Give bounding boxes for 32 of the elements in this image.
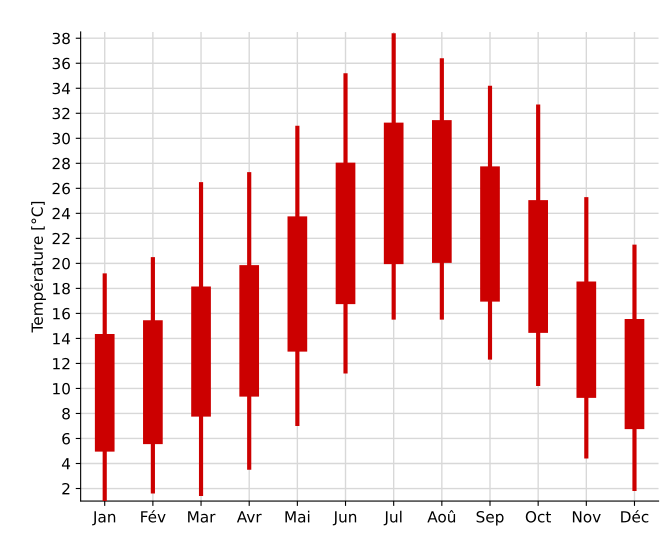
x-tick-label: Déc bbox=[621, 510, 648, 523]
y-tick-label: 4 bbox=[62, 458, 70, 470]
y-tick-label: 22 bbox=[52, 232, 70, 244]
y-tick-label: 32 bbox=[52, 108, 70, 120]
y-tick-label: 14 bbox=[53, 333, 70, 344]
x-tick-label: Mar bbox=[188, 511, 216, 523]
x-tick-label: Oct bbox=[526, 511, 551, 523]
x-tick-label: Sep bbox=[476, 511, 504, 526]
x-tick-label: Jan bbox=[92, 511, 116, 526]
y-tick-label: 2 bbox=[62, 482, 70, 494]
y-tick-label: 10 bbox=[53, 382, 70, 394]
x-tick-label: Aoû bbox=[427, 510, 456, 523]
y-tick-label: 38 bbox=[52, 32, 70, 44]
y-tick-label: 20 bbox=[52, 258, 70, 270]
x-tick-label: Jun bbox=[332, 511, 356, 526]
y-tick-label: 26 bbox=[52, 182, 70, 194]
y-tick-label: 8 bbox=[62, 408, 70, 420]
y-tick-label: 30 bbox=[52, 132, 70, 144]
y-tick-label: 6 bbox=[62, 432, 70, 445]
y-tick-label: 28 bbox=[52, 158, 70, 170]
x-tick-label: Avr bbox=[236, 511, 262, 522]
y-tick-label: 12 bbox=[53, 358, 70, 370]
y-tick-label: 36 bbox=[52, 58, 70, 70]
x-tick-label: Nov bbox=[572, 511, 601, 523]
y-tick-label: 24 bbox=[52, 208, 70, 220]
x-tick-label: Jul bbox=[384, 510, 402, 526]
x-tick-label: Mai bbox=[285, 510, 310, 523]
y-tick-label: 18 bbox=[53, 282, 70, 294]
y-axis-title: Température [°C] bbox=[30, 202, 46, 332]
x-tick-label: Fév bbox=[141, 510, 166, 523]
y-tick-label: 16 bbox=[53, 308, 70, 320]
y-tick-label: 34 bbox=[52, 82, 70, 94]
